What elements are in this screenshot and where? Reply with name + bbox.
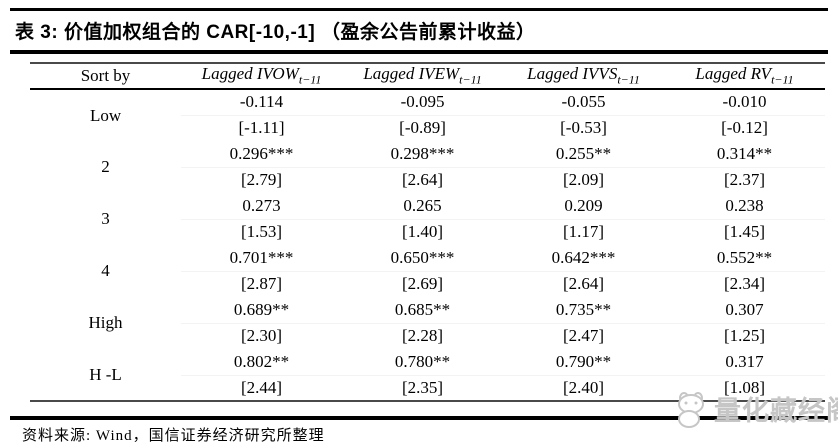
table-row: [2.79] [2.64] [2.09] [2.37]: [30, 167, 825, 193]
tstat-cell: [2.87]: [241, 274, 283, 294]
coef-cell: 0.273: [181, 193, 343, 220]
tstat-cell: [2.28]: [401, 326, 444, 346]
coef-cell: 0.790**: [503, 349, 664, 376]
sort-label-high: High: [88, 313, 123, 332]
tstat-cell: [2.64]: [562, 274, 605, 294]
table-row: [2.44] [2.35] [2.40] [1.08]: [30, 375, 825, 401]
coef-cell: 0.265: [342, 193, 504, 220]
coef-cell: 0.317: [664, 349, 825, 376]
tstat-cell: [2.35]: [401, 377, 444, 397]
tstat-cell: [2.47]: [562, 326, 605, 346]
header-row: Sort by Lagged IVOWt−11 Lagged IVEWt−11 …: [30, 63, 825, 90]
sort-label-h-minus-l: H -L: [89, 364, 122, 384]
coef-cell: 0.780**: [342, 349, 504, 376]
coef-cell: 0.255**: [503, 141, 664, 168]
sort-label-2: 2: [101, 157, 110, 176]
coef-cell: 0.298***: [342, 141, 504, 168]
tstat-cell: [2.34]: [723, 274, 766, 294]
table-row: H -L 0.802** 0.780** 0.790** 0.317: [30, 349, 825, 384]
tstat-cell: [1.45]: [723, 222, 766, 242]
watermark-text: 量化藏经阁: [714, 395, 838, 426]
tstat-cell: [-0.12]: [721, 118, 768, 138]
tstat-cell: [1.53]: [241, 222, 283, 242]
sort-label-4: 4: [101, 261, 110, 280]
coef-cell: 0.701***: [181, 245, 343, 272]
table-row: Low -0.114 -0.095 -0.055 -0.010: [30, 89, 825, 125]
data-source-note: 资料来源: Wind，国信证券经济研究所整理: [22, 428, 325, 444]
table-row: 4 0.701*** 0.650*** 0.642*** 0.552**: [30, 245, 825, 280]
tstat-cell: [2.09]: [562, 170, 605, 190]
coef-cell: 0.209: [503, 193, 664, 220]
title-bottom-rule: [10, 50, 828, 54]
tstat-cell: [2.64]: [401, 170, 444, 190]
mascot-icon: [678, 392, 704, 428]
title-top-rule: [10, 8, 828, 11]
coef-cell: -0.114: [181, 89, 343, 116]
tstat-cell: [-0.89]: [399, 118, 446, 138]
coef-cell: 0.689**: [181, 297, 343, 324]
footer-top-rule: [10, 416, 828, 420]
table-title: 表 3: 价值加权组合的 CAR[-10,-1] （盈余公告前累计收益）: [15, 22, 536, 43]
coef-cell: 0.238: [664, 193, 825, 220]
tstat-cell: [2.69]: [401, 274, 444, 294]
tstat-cell: [2.44]: [241, 377, 283, 397]
coef-cell: 0.802**: [181, 349, 343, 376]
tstat-cell: [1.25]: [723, 326, 766, 346]
sort-label-3: 3: [101, 209, 110, 228]
table-row: 3 0.273 0.265 0.209 0.238: [30, 193, 825, 228]
table-row: [1.53] [1.40] [1.17] [1.45]: [30, 219, 825, 245]
tstat-cell: [-1.11]: [238, 118, 285, 138]
table-row: [-1.11] [-0.89] [-0.53] [-0.12]: [30, 115, 825, 141]
tstat-cell: [2.37]: [723, 170, 766, 190]
coef-cell: 0.296***: [181, 141, 343, 168]
column-header-rv: Lagged RVt−11: [664, 63, 825, 90]
tstat-cell: [1.40]: [401, 222, 444, 242]
coef-cell: 0.685**: [342, 297, 504, 324]
column-header-ivow: Lagged IVOWt−11: [181, 63, 343, 90]
coef-cell: 0.314**: [664, 141, 825, 168]
watermark: 量化藏经阁: [670, 388, 838, 428]
coef-cell: 0.735**: [503, 297, 664, 324]
column-header-ivew: Lagged IVEWt−11: [342, 63, 504, 90]
tstat-cell: [-0.53]: [560, 118, 607, 138]
sort-label-low: Low: [89, 105, 122, 125]
tstat-cell: [2.30]: [241, 326, 283, 346]
column-header-sort-by: Sort by: [30, 63, 182, 90]
tstat-cell: [2.79]: [241, 170, 283, 190]
tstat-cell: [1.17]: [562, 222, 605, 242]
coef-cell: -0.055: [503, 89, 664, 116]
coef-cell: 0.552**: [664, 245, 825, 272]
coef-cell: -0.010: [664, 89, 825, 116]
table-row: [2.87] [2.69] [2.64] [2.34]: [30, 271, 825, 297]
car-results-table: Sort by Lagged IVOWt−11 Lagged IVEWt−11 …: [30, 62, 825, 402]
coef-cell: 0.642***: [503, 245, 664, 272]
coef-cell: -0.095: [342, 89, 504, 116]
column-header-ivvs: Lagged IVVSt−11: [503, 63, 664, 90]
table-row: [2.30] [2.28] [2.47] [1.25]: [30, 323, 825, 349]
table-row: High 0.689** 0.685** 0.735** 0.307: [30, 297, 825, 332]
tstat-cell: [2.40]: [562, 377, 605, 397]
coef-cell: 0.307: [664, 297, 825, 324]
coef-cell: 0.650***: [342, 245, 504, 272]
tstat-cell: [1.08]: [723, 377, 766, 397]
table-row: 2 0.296*** 0.298*** 0.255** 0.314**: [30, 141, 825, 176]
